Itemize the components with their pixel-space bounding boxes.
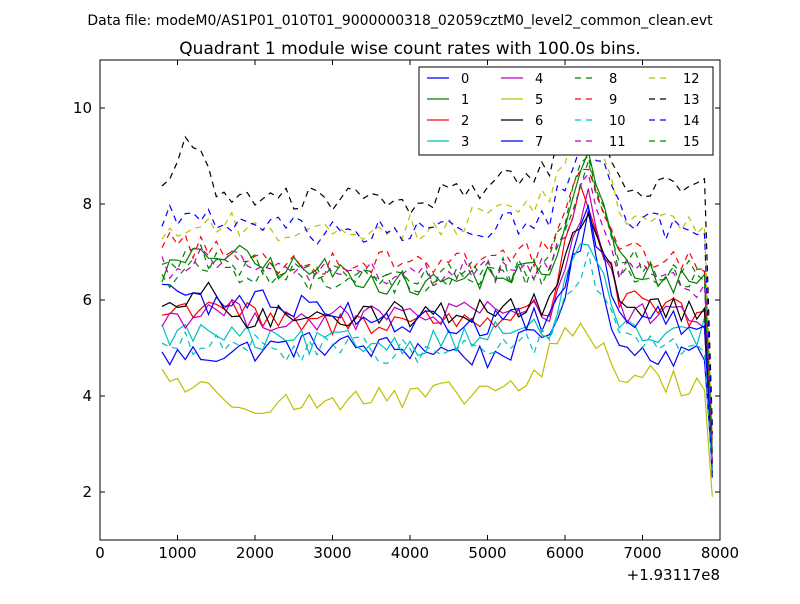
legend-label-2: 2 xyxy=(461,114,469,129)
x-tick-label: 4000 xyxy=(391,544,429,562)
legend-label-10: 10 xyxy=(609,114,626,129)
series-line-10 xyxy=(161,251,713,473)
legend-label-8: 8 xyxy=(609,72,617,87)
legend-label-13: 13 xyxy=(683,93,700,108)
series-line-12 xyxy=(161,123,713,435)
y-tick-label: 10 xyxy=(73,99,92,117)
x-offset-label: +1.93117e8 xyxy=(627,566,720,584)
series-line-6 xyxy=(161,213,713,473)
series-line-5 xyxy=(161,322,713,497)
x-tick-label: 6000 xyxy=(546,544,584,562)
legend-label-9: 9 xyxy=(609,93,617,108)
y-tick-label: 4 xyxy=(82,387,92,405)
legend-label-12: 12 xyxy=(683,72,700,87)
legend-label-1: 1 xyxy=(461,93,469,108)
legend-label-14: 14 xyxy=(683,114,700,129)
legend-label-15: 15 xyxy=(683,135,700,150)
series-line-13 xyxy=(161,70,713,425)
series-line-11 xyxy=(161,172,713,454)
series-line-8 xyxy=(161,158,713,454)
legend-label-6: 6 xyxy=(535,114,543,129)
x-tick-label: 0 xyxy=(95,544,105,562)
x-tick-label: 2000 xyxy=(236,544,274,562)
y-tick-label: 2 xyxy=(82,483,92,501)
series-line-14 xyxy=(161,121,713,435)
chart-title: Quadrant 1 module wise count rates with … xyxy=(179,39,640,59)
legend-label-4: 4 xyxy=(535,72,543,87)
legend-label-5: 5 xyxy=(535,93,543,108)
legend-label-0: 0 xyxy=(461,72,469,87)
legend-label-7: 7 xyxy=(535,135,543,150)
series-line-15 xyxy=(161,155,713,449)
legend-box xyxy=(418,66,714,156)
y-tick-label: 6 xyxy=(82,291,92,309)
x-tick-label: 3000 xyxy=(313,544,351,562)
x-tick-label: 7000 xyxy=(623,544,661,562)
series-line-7 xyxy=(161,203,713,478)
series-line-9 xyxy=(161,168,713,445)
series-line-0 xyxy=(161,210,713,469)
figure-suptitle: Data file: modeM0/AS1P01_010T01_90000003… xyxy=(87,13,713,29)
series-layer xyxy=(161,70,713,497)
x-tick-label: 5000 xyxy=(468,544,506,562)
x-tick-label: 1000 xyxy=(158,544,196,562)
x-tick-label: 8000 xyxy=(701,544,739,562)
series-line-4 xyxy=(161,188,713,464)
y-tick-label: 8 xyxy=(82,195,92,213)
legend-label-11: 11 xyxy=(609,135,626,150)
legend-label-3: 3 xyxy=(461,135,469,150)
series-line-3 xyxy=(161,243,713,464)
